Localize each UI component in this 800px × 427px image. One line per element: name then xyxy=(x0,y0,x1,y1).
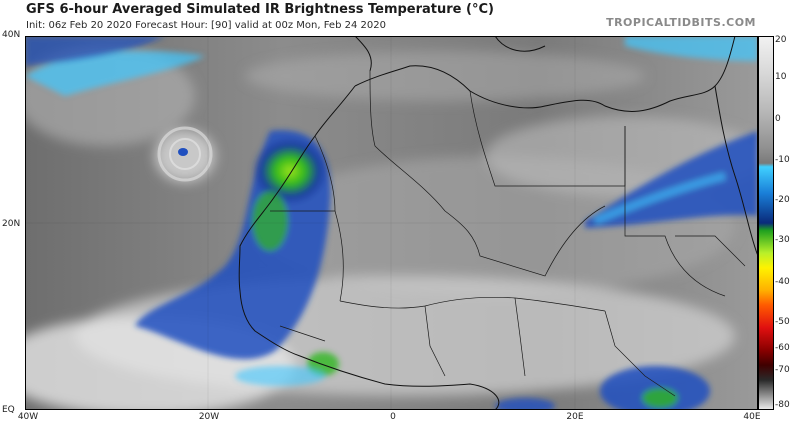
colorbar-label-m30: -30 xyxy=(775,235,790,245)
lon-label-40w: 40W xyxy=(17,412,39,422)
colorbar-label-10: 10 xyxy=(775,72,787,82)
lat-label-20n: 20N xyxy=(2,219,21,229)
graticule xyxy=(25,36,758,410)
cold-cloud-band-west xyxy=(25,36,339,386)
colorbar-label-m80: -80 xyxy=(775,400,790,410)
colorbar-gradient xyxy=(758,36,774,410)
lon-label-20e: 20E xyxy=(566,412,584,422)
map-border xyxy=(25,36,758,410)
country-borders xyxy=(270,70,746,397)
cold-cloud-band-east xyxy=(585,36,758,228)
map-subtitle: Init: 06z Feb 20 2020 Forecast Hour: [90… xyxy=(26,20,386,31)
lon-label-40e: 40E xyxy=(743,412,761,422)
colorbar-label-m60: -60 xyxy=(775,343,790,353)
colorbar-label-m10: -10 xyxy=(775,155,790,165)
colorbar-label-m40: -40 xyxy=(775,277,790,287)
cyclone-swirl xyxy=(157,126,213,182)
coastlines xyxy=(238,36,758,410)
colorbar-label-0: 0 xyxy=(775,114,781,124)
colorbar-label-m70: -70 xyxy=(775,365,790,375)
map-title: GFS 6-hour Averaged Simulated IR Brightn… xyxy=(26,2,494,17)
map-canvas xyxy=(25,36,758,410)
ir-satellite-map xyxy=(25,36,758,410)
colorbar-label-m20: -20 xyxy=(775,195,790,205)
colorbar-label-m50: -50 xyxy=(775,317,790,327)
lat-label-eq: EQ xyxy=(2,405,15,415)
colorbar-canvas xyxy=(758,36,774,410)
lat-label-40n: 40N xyxy=(2,30,21,40)
colorbar-frame xyxy=(758,36,774,410)
colorbar xyxy=(758,36,800,410)
lon-label-20w: 20W xyxy=(198,412,220,422)
colorbar-label-20: 20 xyxy=(775,35,787,45)
lon-label-0: 0 xyxy=(390,412,396,422)
cold-cloud-south xyxy=(495,366,710,410)
brand-watermark: TROPICALTIDBITS.COM xyxy=(606,16,756,29)
